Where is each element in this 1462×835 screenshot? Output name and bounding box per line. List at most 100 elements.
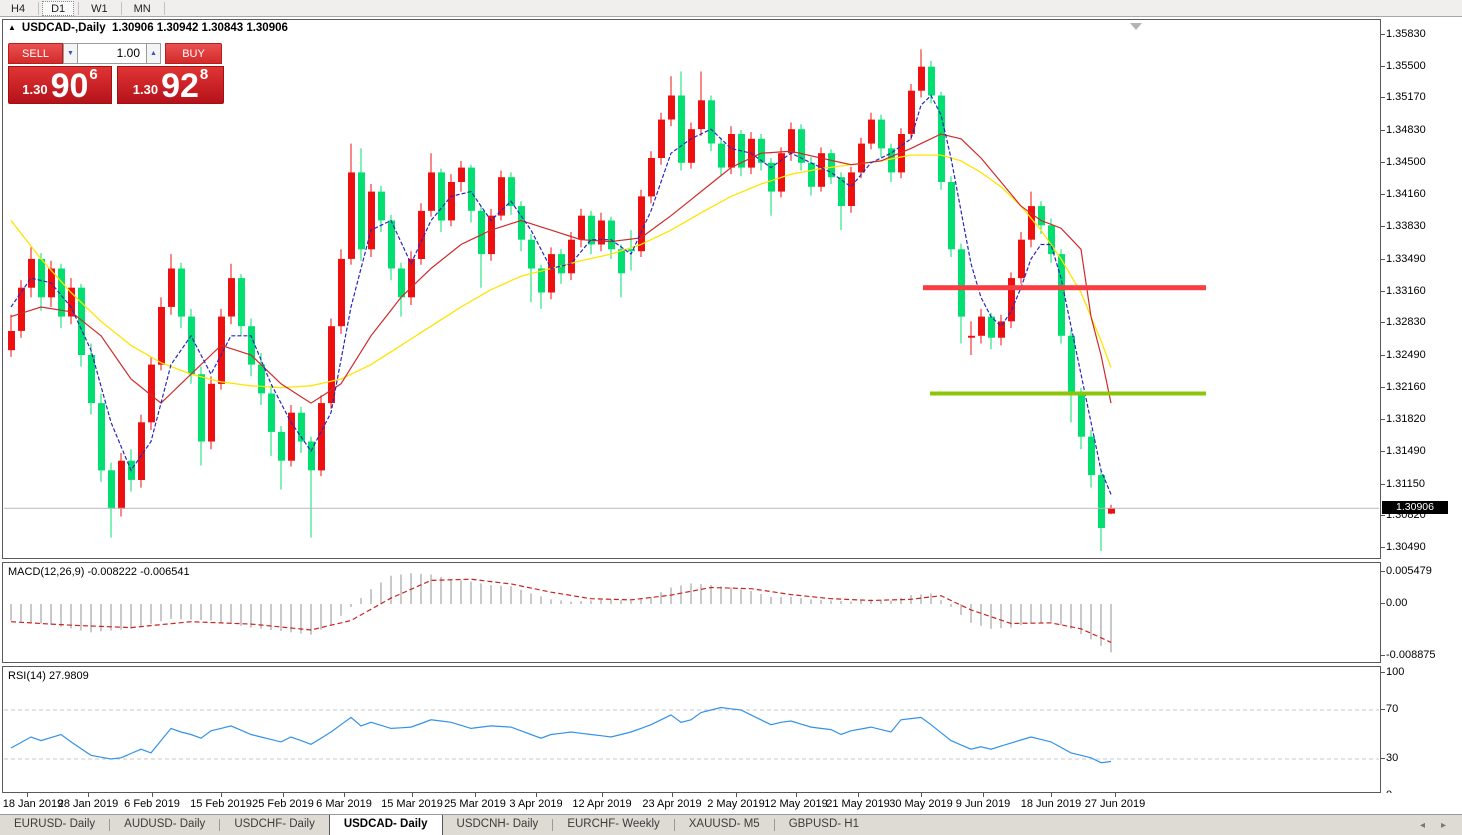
time-axis-tick — [536, 793, 537, 797]
chart-shift-marker-icon[interactable] — [1130, 23, 1142, 30]
time-axis-tick — [88, 793, 89, 797]
tab-scroll-left-icon[interactable]: ◂ — [1419, 819, 1425, 831]
toolbar-separator — [38, 1, 40, 15]
time-axis-tick — [475, 793, 476, 797]
price-axis-tick — [1381, 259, 1385, 260]
price-axis-tick — [1381, 322, 1385, 323]
timeframe-button-d1[interactable]: D1 — [42, 0, 75, 16]
time-axis-label: 18 Jan 2019 — [2, 798, 64, 810]
one-click-trade-panel: SELL ▼ 1.00 ▲ BUY 1.30 90 6 1.30 92 8 — [8, 43, 226, 104]
timeframe-button-w1[interactable]: W1 — [91, 2, 108, 15]
macd-axis-label: 0.005479 — [1386, 565, 1432, 577]
macd-axis-label: 0.00 — [1386, 597, 1408, 609]
macd-axis-tick — [1381, 603, 1385, 604]
macd-axis-tick — [1381, 655, 1385, 656]
price-axis-tick — [1381, 484, 1385, 485]
price-axis-label: 1.34830 — [1386, 124, 1426, 136]
chart-tabs-bar: EURUSD- Daily AUDUSD- Daily USDCHF- Daily U… — [0, 814, 1462, 835]
volume-increase-button[interactable]: ▲ — [146, 43, 161, 64]
chart-tab-eurchf[interactable]: EURCHF- Weekly — [567, 818, 660, 830]
time-axis-tick — [152, 793, 153, 797]
sell-price-pip-digit: 6 — [89, 66, 98, 83]
price-axis-tick — [1381, 34, 1385, 35]
volume-decrease-button[interactable]: ▼ — [63, 43, 78, 64]
rsi-axis-tick — [1381, 672, 1385, 673]
macd-canvas[interactable] — [3, 563, 1380, 662]
time-axis-label: 9 Jun 2019 — [955, 798, 1011, 810]
price-axis-tick — [1381, 355, 1385, 356]
rsi-axis-tick — [1381, 709, 1385, 710]
tab-scroll-right-icon[interactable]: ▸ — [1440, 819, 1446, 831]
toolbar-separator — [120, 1, 122, 15]
buy-button[interactable]: BUY — [165, 43, 222, 64]
sell-price-big-digits: 90 — [50, 67, 89, 105]
time-axis-label: 15 Feb 2019 — [190, 798, 252, 810]
tab-separator — [552, 819, 554, 831]
price-chart-canvas[interactable] — [3, 20, 1380, 558]
chart-tab-audusd[interactable]: AUDUSD- Daily — [124, 818, 206, 830]
time-axis-tick — [283, 793, 284, 797]
buy-price-pip-digit: 8 — [199, 66, 209, 83]
hline-support[interactable] — [930, 391, 1206, 396]
time-axis-label: 21 May 2019 — [826, 798, 890, 810]
time-axis-label: 23 Apr 2019 — [642, 798, 702, 810]
price-axis-label: 1.34160 — [1386, 188, 1426, 200]
chart-tab-eurusd[interactable]: EURUSD- Daily — [14, 818, 96, 830]
price-axis-label: 1.34500 — [1386, 156, 1426, 168]
time-axis-tick — [736, 793, 737, 797]
chart-symbol-label: USDCAD-,Daily — [21, 22, 106, 34]
price-axis-label: 1.33830 — [1386, 220, 1426, 232]
rsi-indicator-panel[interactable]: RSI(14) 27.9809 — [2, 666, 1381, 793]
price-axis-tick — [1381, 162, 1385, 163]
price-axis-label: 1.33490 — [1386, 253, 1426, 265]
time-axis-label: 28 Jan 2019 — [57, 798, 119, 810]
chart-tab-xauusd[interactable]: XAUUSD- M5 — [688, 818, 760, 830]
macd-indicator-panel[interactable]: MACD(12,26,9) -0.008222 -0.006541 — [2, 562, 1381, 663]
ma-slow-line — [10, 154, 1112, 389]
time-axis-label: 15 Mar 2019 — [381, 798, 443, 810]
time-axis-label: 25 Mar 2019 — [444, 798, 506, 810]
time-axis-label: 12 Apr 2019 — [572, 798, 632, 810]
price-axis-label: 1.32490 — [1386, 349, 1426, 361]
sell-price-prefix: 1.30 — [22, 82, 48, 97]
buy-price-big-digits: 92 — [161, 67, 199, 105]
tab-separator — [673, 819, 675, 831]
toolbar-separator — [78, 1, 80, 15]
sell-price-quote[interactable]: 1.30 90 6 — [8, 66, 112, 104]
sell-button[interactable]: SELL — [8, 43, 63, 64]
rsi-axis-label: 70 — [1386, 703, 1399, 715]
price-axis-label: 1.33160 — [1386, 285, 1426, 297]
price-axis-tick — [1381, 97, 1385, 98]
price-axis-tick — [1381, 515, 1385, 516]
timeframe-button-mn[interactable]: MN — [133, 2, 151, 15]
ma-mid-line — [10, 133, 1112, 404]
hline-resistance[interactable] — [923, 285, 1206, 291]
price-chart-panel[interactable] — [2, 19, 1381, 559]
chart-tab-gbpusd[interactable]: GBPUSD- H1 — [788, 818, 859, 830]
current-price-badge: 1.30906 — [1382, 501, 1448, 514]
price-axis-label: 1.30490 — [1386, 541, 1426, 553]
rsi-axis-label: 100 — [1386, 666, 1405, 678]
rsi-canvas[interactable] — [3, 667, 1380, 792]
price-axis-label: 1.35830 — [1386, 28, 1426, 40]
chart-tab-usdcnh[interactable]: USDCNH- Daily — [456, 818, 539, 830]
price-axis-label: 1.31490 — [1386, 445, 1426, 457]
price-axis-label: 1.32160 — [1386, 381, 1426, 393]
price-axis-tick — [1381, 387, 1385, 388]
price-axis-tick — [1381, 66, 1385, 67]
time-axis-tick — [1115, 793, 1116, 797]
time-axis-tick — [858, 793, 859, 797]
tab-separator — [773, 819, 775, 831]
buy-price-quote[interactable]: 1.30 92 8 — [117, 66, 224, 104]
timeframe-toolbar: H4 D1 W1 MN — [0, 0, 1462, 17]
time-axis-label: 6 Mar 2019 — [316, 798, 372, 810]
chart-collapse-icon[interactable]: ▲ — [8, 23, 16, 32]
timeframe-button-h4[interactable]: H4 — [11, 2, 26, 15]
volume-input[interactable]: 1.00 — [78, 43, 146, 64]
time-axis-tick — [27, 793, 28, 797]
time-axis-label: 18 Jun 2019 — [1020, 798, 1082, 810]
chart-tab-usdcad[interactable]: USDCAD- Daily — [328, 815, 443, 835]
time-axis-tick — [602, 793, 603, 797]
time-axis-label: 6 Feb 2019 — [124, 798, 180, 810]
chart-tab-usdchf[interactable]: USDCHF- Daily — [234, 818, 315, 830]
